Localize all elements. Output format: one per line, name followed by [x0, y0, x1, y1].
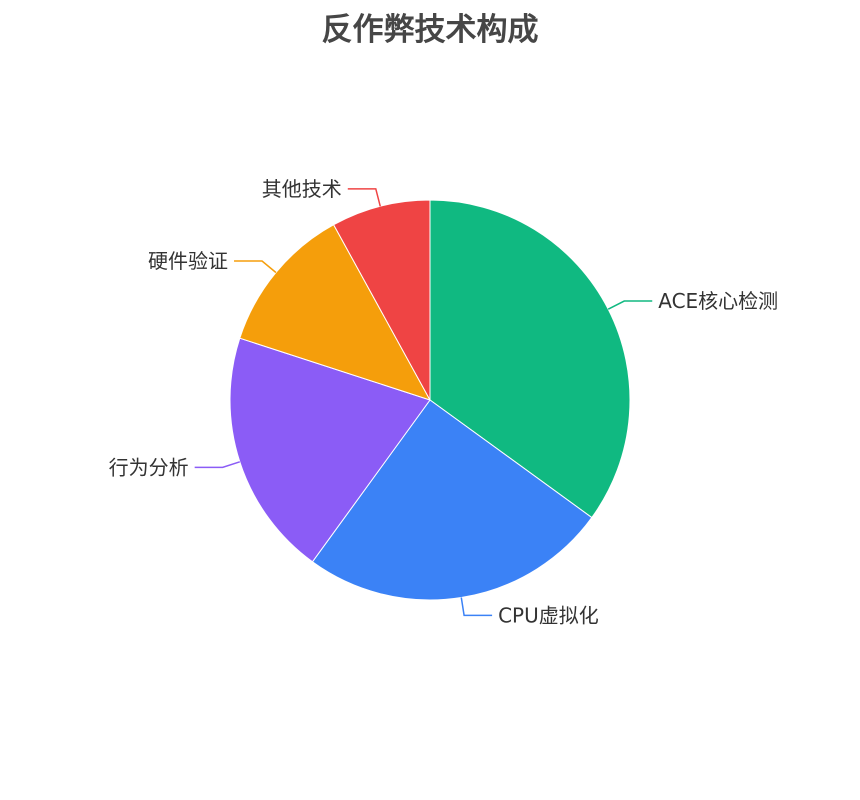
- pie-slice[interactable]: [429, 199, 631, 519]
- label-line: [607, 300, 653, 310]
- label-line: [194, 461, 241, 469]
- slice-label: 行为分析: [109, 455, 189, 479]
- slice-label: CPU虚拟化: [498, 603, 599, 627]
- slice-label: ACE核心检测: [658, 289, 778, 313]
- label-line: [234, 260, 277, 274]
- slice-label: 其他技术: [262, 177, 342, 201]
- slice-label: 硬件验证: [148, 249, 228, 273]
- label-line: [347, 188, 381, 207]
- pie-slice[interactable]: [229, 337, 431, 563]
- pie-slice[interactable]: [239, 224, 432, 401]
- pie-slice[interactable]: [311, 399, 593, 601]
- label-line: [460, 597, 493, 617]
- pie-slice[interactable]: [332, 199, 431, 401]
- chart-title: 反作弊技术构成: [321, 12, 539, 48]
